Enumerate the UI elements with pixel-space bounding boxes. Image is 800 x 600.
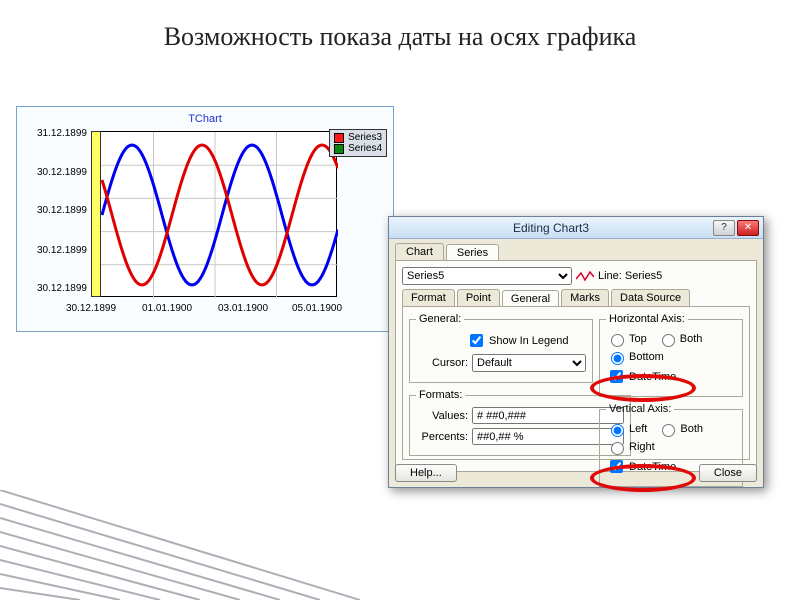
haxis-top-radio[interactable] [611, 334, 624, 347]
haxis-top-label: Top [629, 333, 647, 345]
vaxis-left-radio[interactable] [611, 424, 624, 437]
horizontal-axis-group: Horizontal Axis: Top Both Bottom DateTim… [599, 313, 743, 397]
values-label: Values: [416, 410, 468, 422]
chart-legend: Series3Series4 [329, 129, 387, 157]
tab-chart[interactable]: Chart [395, 243, 444, 260]
close-icon[interactable]: ✕ [737, 220, 759, 236]
general-group-label: General: [416, 313, 464, 325]
x-tick-label: 01.01.1900 [137, 303, 197, 314]
vaxis-both-label: Both [680, 423, 703, 435]
y-tick-label: 31.12.1899 [19, 128, 87, 139]
sub-tab-datasource[interactable]: Data Source [611, 289, 690, 306]
show-in-legend-checkbox[interactable] [470, 334, 483, 347]
series-type-label: Line: Series5 [598, 270, 662, 282]
vaxis-both-radio[interactable] [662, 424, 675, 437]
formats-group-label: Formats: [416, 389, 465, 401]
haxis-both-radio[interactable] [662, 334, 675, 347]
cursor-select[interactable]: Default [472, 354, 586, 372]
sub-tab-format[interactable]: Format [402, 289, 455, 306]
y-tick-label: 30.12.1899 [19, 167, 87, 178]
vaxis-right-radio[interactable] [611, 442, 624, 455]
show-in-legend-label: Show In Legend [489, 335, 569, 347]
haxis-datetime-label: DateTime [629, 371, 676, 383]
slide-decoration [0, 490, 360, 600]
percents-label: Percents: [416, 431, 468, 443]
chart-title: TChart [17, 113, 393, 125]
y-axis-highlight [91, 131, 101, 297]
sub-tab-marks[interactable]: Marks [561, 289, 609, 306]
legend-item: Series4 [334, 143, 382, 154]
legend-swatch [334, 144, 344, 154]
x-tick-label: 05.01.1900 [287, 303, 347, 314]
editing-chart-dialog: Editing Chart3 ? ✕ Chart Series Series5 … [388, 216, 764, 488]
help-icon[interactable]: ? [713, 220, 735, 236]
tab-series[interactable]: Series [446, 244, 499, 261]
dialog-outer-tabs: Chart Series [395, 243, 757, 260]
x-tick-label: 03.01.1900 [213, 303, 273, 314]
y-tick-label: 30.12.1899 [19, 283, 87, 294]
vertical-axis-label: Vertical Axis: [606, 403, 674, 415]
sub-tab-general[interactable]: General [502, 290, 559, 307]
haxis-bottom-radio[interactable] [611, 352, 624, 365]
x-tick-label: 30.12.1899 [61, 303, 121, 314]
vaxis-left-label: Left [629, 423, 647, 435]
close-button[interactable]: Close [699, 464, 757, 482]
legend-swatch [334, 133, 344, 143]
dialog-title: Editing Chart3 [389, 221, 713, 235]
general-group: General: Show In Legend Cursor: Default [409, 313, 593, 383]
general-sub-body: General: Show In Legend Cursor: Default … [402, 306, 750, 460]
haxis-datetime-checkbox[interactable] [610, 370, 623, 383]
horizontal-axis-label: Horizontal Axis: [606, 313, 688, 325]
formats-group: Formats: Values: Percents: [409, 389, 631, 456]
series-tab-body: Series5 Line: Series5 Format Point Gener… [395, 260, 757, 472]
y-tick-label: 30.12.1899 [19, 245, 87, 256]
legend-label: Series3 [348, 132, 382, 143]
haxis-bottom-label: Bottom [629, 351, 664, 363]
slide-title: Возможность показа даты на осях графика [0, 22, 800, 52]
y-tick-label: 30.12.1899 [19, 205, 87, 216]
haxis-both-label: Both [680, 333, 703, 345]
chart-panel: TChart 31.12.1899 30.12.1899 30.12.1899 30.… [16, 106, 394, 332]
dialog-titlebar[interactable]: Editing Chart3 ? ✕ [389, 217, 763, 239]
legend-item: Series3 [334, 132, 382, 143]
series-sub-tabs: Format Point General Marks Data Source [402, 289, 750, 306]
vaxis-right-label: Right [629, 441, 655, 453]
series-select[interactable]: Series5 [402, 267, 572, 285]
sub-tab-point[interactable]: Point [457, 289, 500, 306]
line-series-icon [576, 270, 594, 282]
legend-label: Series4 [348, 143, 382, 154]
cursor-label: Cursor: [416, 357, 468, 369]
help-button[interactable]: Help... [395, 464, 457, 482]
plot-area [91, 131, 337, 297]
